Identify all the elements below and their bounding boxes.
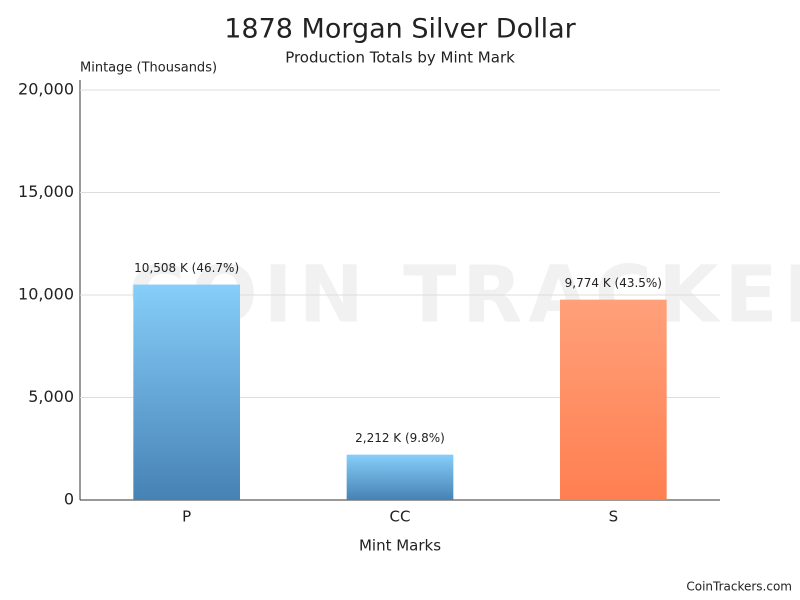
y-tick-label: 10,000	[18, 285, 74, 304]
value-label: 10,508 K (46.7%)	[134, 261, 239, 275]
x-tick-label: CC	[390, 508, 411, 526]
bar	[346, 454, 454, 500]
chart-subtitle: Production Totals by Mint Mark	[285, 49, 515, 67]
x-tick-label: P	[182, 508, 191, 526]
y-tick-label: 20,000	[18, 80, 74, 99]
y-tick-label: 5,000	[28, 387, 74, 406]
x-tick-label: S	[609, 508, 619, 526]
value-label: 9,774 K (43.5%)	[565, 276, 662, 290]
y-tick-label: 15,000	[18, 182, 74, 201]
x-axis-label: Mint Marks	[359, 537, 441, 555]
value-label: 2,212 K (9.8%)	[355, 431, 445, 445]
footer: CoinTrackers.com	[686, 580, 792, 594]
bar	[560, 299, 667, 500]
y-tick-label: 0	[64, 490, 74, 509]
chart-title: 1878 Morgan Silver Dollar	[224, 14, 576, 45]
bar	[133, 284, 240, 500]
y-axis-label: Mintage (Thousands)	[80, 61, 217, 76]
